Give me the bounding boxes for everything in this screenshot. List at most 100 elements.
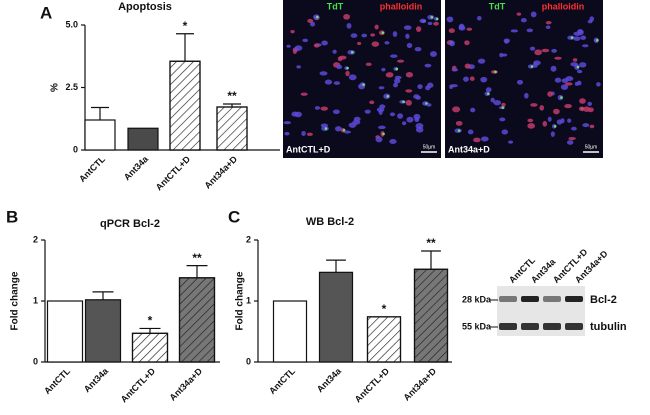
significance: * [183, 19, 188, 33]
x-tick-label: Ant34a [122, 153, 151, 182]
cell [320, 106, 328, 111]
cell [582, 44, 589, 48]
cell [406, 42, 413, 49]
bar [272, 300, 308, 363]
cell [547, 91, 553, 97]
cell [310, 21, 316, 27]
cell [286, 44, 291, 48]
y-tick-label: 0 [73, 144, 78, 154]
cell [596, 82, 601, 87]
cell [577, 29, 584, 36]
cell [516, 12, 522, 16]
cell-tdt [553, 125, 557, 128]
cell [424, 63, 432, 68]
cell [452, 106, 461, 113]
cell-tdt [560, 96, 563, 99]
cell-tdt [382, 132, 385, 136]
cell [541, 48, 550, 53]
cell [417, 84, 423, 90]
marker-label: 28 kDa [462, 294, 492, 304]
cell [545, 21, 552, 25]
cell [568, 136, 576, 141]
y-tick-label: 1 [246, 295, 251, 305]
cell [469, 76, 475, 81]
cell [501, 129, 509, 135]
cell [343, 13, 350, 20]
cell [405, 33, 410, 39]
cell [300, 92, 308, 96]
x-tick-label: AntCTL+D [353, 366, 392, 405]
cell [477, 58, 486, 64]
cell [294, 111, 302, 118]
cell-tdt [501, 106, 505, 109]
cell [480, 76, 488, 83]
cell [464, 63, 471, 69]
cell [464, 40, 470, 46]
band [521, 323, 539, 330]
cell [390, 54, 398, 58]
cell [564, 104, 572, 109]
cell [576, 80, 582, 86]
cell [539, 104, 545, 111]
cell [527, 123, 535, 129]
cell-tdt [435, 17, 439, 21]
cell [393, 78, 401, 84]
cell [357, 41, 362, 46]
cell [352, 119, 361, 125]
cell [406, 116, 414, 123]
cell [446, 16, 454, 23]
stain-label: phalloidin [380, 1, 423, 11]
band [499, 323, 517, 330]
cell [550, 131, 555, 137]
cell [301, 130, 306, 137]
cell [371, 41, 380, 47]
cell [374, 24, 379, 30]
x-tick-label: AntCTL [267, 366, 297, 396]
cell [384, 41, 390, 45]
cell [405, 71, 413, 78]
cell [332, 109, 340, 115]
cell [560, 118, 565, 124]
cell [296, 65, 301, 69]
cell [313, 43, 320, 48]
cell [364, 109, 371, 114]
cell [415, 95, 421, 100]
cell [378, 86, 385, 90]
cell [510, 29, 519, 33]
significance: * [382, 302, 387, 316]
cell-tdt [395, 67, 399, 71]
cell [573, 36, 581, 41]
bar [84, 119, 116, 151]
band-label: Bcl-2 [590, 294, 617, 306]
bar-hatch [169, 60, 201, 151]
cell [551, 48, 558, 53]
cell [314, 106, 320, 110]
cell [589, 124, 595, 129]
cell [451, 68, 459, 72]
bar [46, 300, 84, 363]
cell [294, 45, 303, 51]
cell [415, 123, 424, 129]
cell [567, 118, 572, 123]
cell [307, 18, 314, 23]
y-axis-label: Fold change [235, 271, 246, 330]
cell-tdt [596, 38, 599, 42]
cell [378, 125, 386, 130]
cell [449, 84, 454, 90]
panel-letter: C [228, 207, 240, 226]
micrograph [283, 0, 441, 158]
cell [587, 101, 593, 106]
cell [392, 31, 398, 38]
y-tick-label: 0 [33, 356, 38, 366]
cell [526, 28, 533, 33]
cell [582, 123, 590, 128]
marker-label: 55 kDa [462, 321, 492, 331]
cell-tdt [381, 31, 385, 35]
cell [283, 121, 291, 125]
cell [370, 33, 376, 37]
cell [361, 33, 368, 38]
bar-hatch [131, 332, 169, 363]
cell [290, 30, 295, 34]
